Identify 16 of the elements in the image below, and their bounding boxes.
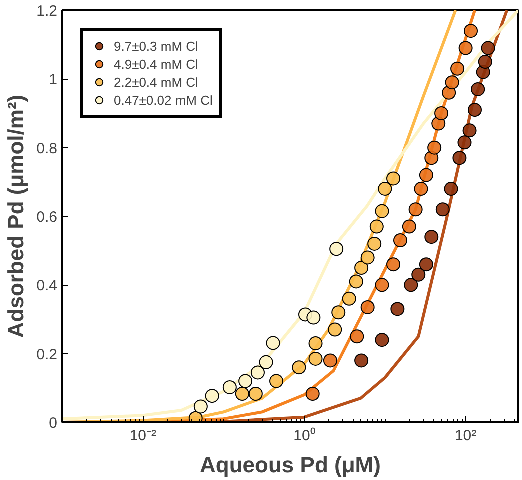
- y-tick-label: 1: [49, 72, 58, 89]
- legend-label: 0.47±0.02 mM Cl: [114, 92, 213, 109]
- y-tick-label: 0.2: [36, 346, 58, 364]
- y-tick-label: 0: [49, 415, 58, 432]
- y-tick-label: 0.4: [36, 278, 58, 295]
- legend-label: 2.2±0.4 mM Cl: [114, 74, 198, 91]
- x-tick-label: 10²: [454, 428, 477, 444]
- x-tick-label: 10⁰: [294, 428, 316, 444]
- y-tick-label: 0.8: [36, 140, 58, 158]
- y-tick-label: 1.2: [36, 3, 58, 20]
- legend-label: 4.9±0.4 mM Cl: [114, 56, 198, 73]
- x-axis-title: Aqueous Pd (μM): [200, 452, 381, 478]
- y-tick-label: 0.6: [36, 209, 58, 226]
- x-tick-label: 10⁻²: [130, 428, 157, 444]
- y-axis-title: Adsorbed Pd (μmol/m²): [4, 94, 29, 338]
- legend-label: 9.7±0.3 mM Cl: [114, 38, 198, 55]
